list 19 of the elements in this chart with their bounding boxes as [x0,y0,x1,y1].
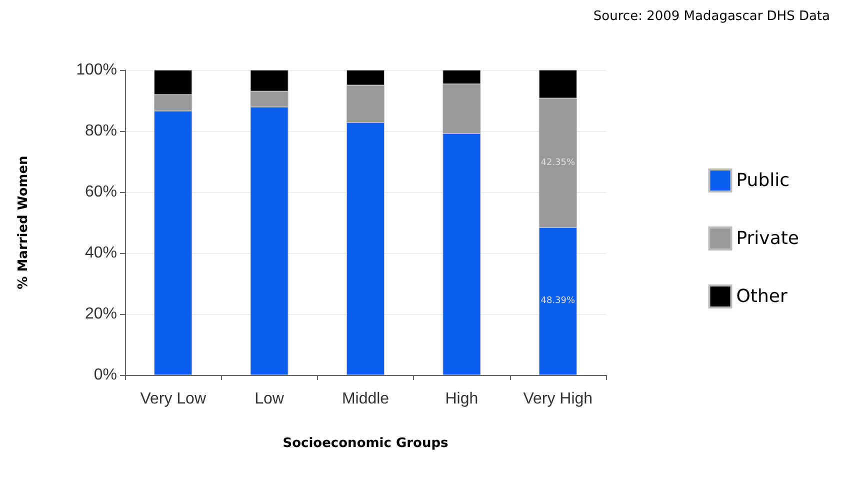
data-label: 42.35% [540,158,576,168]
x-tick-label: High [445,390,478,408]
data-label: 48.39% [540,296,576,306]
legend-label: Private [736,228,800,249]
y-tick-label: 20% [84,306,117,322]
y-tick-label: 100% [76,62,117,78]
legend-label: Other [736,286,788,307]
x-axis-title: Socioeconomic Groups [282,436,449,451]
y-tick-label: 0% [94,366,117,384]
x-tick-label: Very Low [140,390,206,408]
y-tick-label: 60% [84,184,117,200]
y-tick-label: 80% [84,122,117,140]
y-tick-label: 40% [84,244,117,262]
x-tick-label: Middle [342,390,390,408]
legend-label: Public [736,170,790,191]
x-tick-label: Very High [523,390,593,408]
x-tick-label: Low [254,390,284,408]
y-axis-title: % Married Women [16,156,31,290]
source-note: Source: 2009 Madagascar DHS Data [593,9,830,24]
